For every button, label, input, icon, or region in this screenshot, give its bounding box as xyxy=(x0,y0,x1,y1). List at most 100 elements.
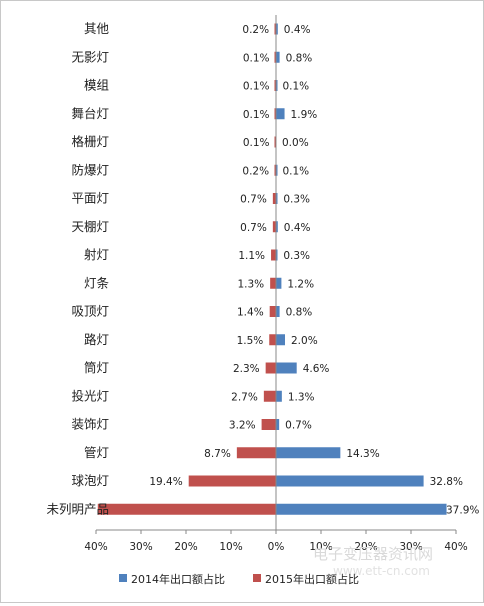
value-label-2014: 0.1% xyxy=(282,81,309,93)
bar-2015 xyxy=(97,503,276,515)
value-label-2014: 0.0% xyxy=(282,137,309,149)
bar-2014 xyxy=(276,334,285,346)
value-label-2015: 0.1% xyxy=(243,137,270,149)
bar-2015 xyxy=(269,306,276,317)
category-label: 其他 xyxy=(84,21,110,36)
category-label: 无影灯 xyxy=(71,49,109,64)
value-label-2014: 0.8% xyxy=(286,307,313,319)
value-label-2014: 1.2% xyxy=(287,278,314,290)
value-label-2015: 1.3% xyxy=(237,278,264,290)
x-tick-label: 40% xyxy=(84,541,107,553)
bar-2015 xyxy=(271,249,276,261)
category-label: 模组 xyxy=(84,78,109,93)
value-label-2015: 1.1% xyxy=(238,250,265,262)
category-label: 舞台灯 xyxy=(71,106,109,121)
watermark-url: www.ett-cn.com xyxy=(333,564,430,578)
category-label: 未列明产品 xyxy=(46,501,109,516)
value-label-2015: 2.3% xyxy=(233,363,260,375)
category-label: 装饰灯 xyxy=(71,417,109,432)
value-label-2014: 0.3% xyxy=(283,250,310,262)
bar-2015 xyxy=(272,193,276,204)
bar-2015 xyxy=(274,80,276,91)
bar-2014 xyxy=(276,108,285,120)
x-tick-label: 40% xyxy=(444,541,467,553)
bar-2014 xyxy=(276,503,447,515)
x-tick-label: 10% xyxy=(309,541,332,553)
legend-label-2015: 2015年出口额占比 xyxy=(265,572,359,586)
bar-2015 xyxy=(269,334,276,346)
bar-2014 xyxy=(276,164,278,176)
watermark: 电子变压器资讯网 www.ett-cn.com xyxy=(313,545,433,578)
x-tick-label: 20% xyxy=(354,541,377,553)
category-label: 天棚灯 xyxy=(71,219,109,234)
value-label-2014: 0.3% xyxy=(283,194,310,206)
legend-swatch-2014 xyxy=(119,574,127,582)
x-tick-label: 30% xyxy=(129,541,152,553)
legend-label-2014: 2014年出口额占比 xyxy=(131,572,225,586)
bar-2015 xyxy=(274,23,276,35)
x-axis-ticks: 40% 30% 20% 10% 0% 10% 20% 30% 40% xyxy=(84,530,468,553)
bar-2014 xyxy=(276,306,280,317)
value-label-2014: 0.4% xyxy=(284,24,311,36)
x-tick-label: 0% xyxy=(268,541,285,553)
bar-2014 xyxy=(276,193,278,204)
category-label: 吸顶灯 xyxy=(71,304,109,319)
category-label: 投光灯 xyxy=(71,388,109,403)
bar-2014 xyxy=(276,80,278,91)
bar-2015 xyxy=(236,447,276,459)
value-labels: 0.4% 0.2% 0.8% 0.1% 0.1% 0.1% 1.9% 0.1% 0.0% 0.1%… xyxy=(149,24,479,516)
value-label-2015: 0.2% xyxy=(242,24,269,36)
category-label: 格栅灯 xyxy=(71,134,109,149)
x-tick-label: 20% xyxy=(174,541,197,553)
category-label: 筒灯 xyxy=(84,360,109,375)
bar-2015 xyxy=(274,108,276,120)
bar-2015 xyxy=(274,136,276,148)
category-label: 管灯 xyxy=(84,445,109,460)
bar-2014 xyxy=(276,475,424,487)
value-label-2015: 0.1% xyxy=(243,52,270,64)
bars-layer xyxy=(97,23,447,515)
bar-2014 xyxy=(276,221,278,233)
bar-2014 xyxy=(276,277,282,289)
value-label-2015: 3.2% xyxy=(229,420,256,432)
value-label-2015: 1.5% xyxy=(237,335,264,347)
value-label-2014: 2.0% xyxy=(291,335,318,347)
category-label: 球泡灯 xyxy=(71,473,109,488)
value-label-2014: 0.1% xyxy=(282,165,309,177)
x-tick-label: 30% xyxy=(399,541,422,553)
bar-2015 xyxy=(274,164,276,176)
category-label: 射灯 xyxy=(84,247,109,262)
bar-2014 xyxy=(276,362,297,374)
value-label-2014: 32.8% xyxy=(430,476,463,488)
bar-2015 xyxy=(270,277,276,289)
watermark-text: 电子变压器资讯网 xyxy=(313,545,433,563)
bar-2015 xyxy=(265,362,276,374)
bar-2015 xyxy=(263,390,276,402)
category-label: 路灯 xyxy=(84,332,109,347)
value-label-2014: 37.9% xyxy=(446,504,479,516)
value-label-2015: 19.4% xyxy=(149,476,182,488)
category-label: 灯条 xyxy=(84,275,110,290)
value-label-2014: 0.7% xyxy=(285,420,312,432)
bar-2015 xyxy=(274,51,276,63)
x-tick-label: 10% xyxy=(219,541,242,553)
category-labels: 其他无影灯模组舞台灯格栅灯防爆灯平面灯天棚灯射灯灯条吸顶灯路灯筒灯投光灯装饰灯管… xyxy=(46,21,109,516)
value-label-2014: 4.6% xyxy=(303,363,330,375)
value-label-2014: 0.4% xyxy=(284,222,311,234)
bar-2015 xyxy=(272,221,276,233)
category-label: 平面灯 xyxy=(71,191,109,206)
value-label-2014: 14.3% xyxy=(346,448,379,460)
value-label-2014: 1.3% xyxy=(288,391,315,403)
bar-2015 xyxy=(188,475,276,487)
legend-swatch-2015 xyxy=(253,574,261,582)
bar-2014 xyxy=(276,447,341,459)
value-label-2015: 1.4% xyxy=(237,307,264,319)
value-label-2015: 0.1% xyxy=(243,109,270,121)
bar-2014 xyxy=(276,390,282,402)
value-label-2015: 2.7% xyxy=(231,391,258,403)
value-label-2015: 0.2% xyxy=(242,165,269,177)
bar-2014 xyxy=(276,419,280,430)
value-label-2015: 0.7% xyxy=(240,222,267,234)
